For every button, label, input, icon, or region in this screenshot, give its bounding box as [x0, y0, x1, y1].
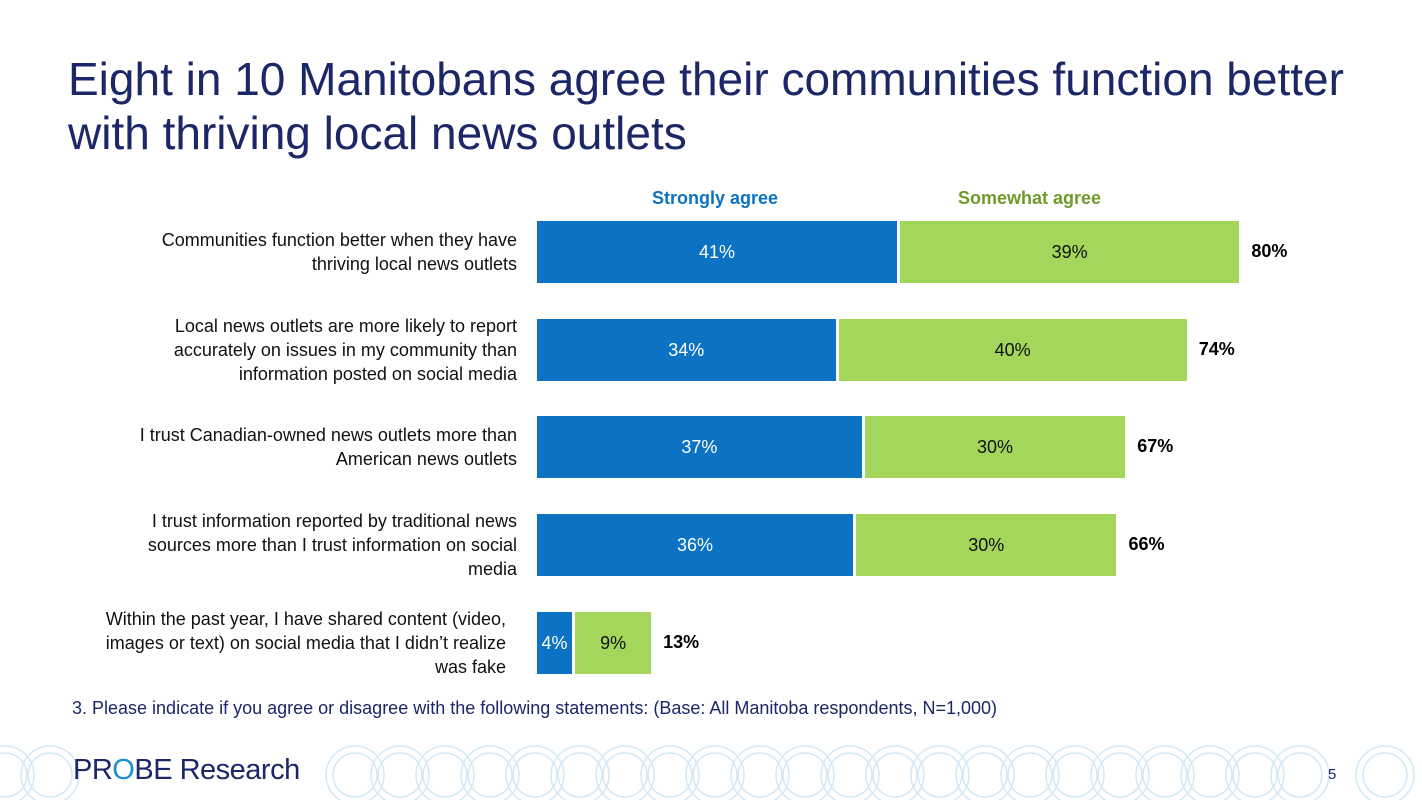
- pattern-circle: [1000, 745, 1060, 800]
- pattern-circle: [1362, 752, 1408, 798]
- pattern-circle: [370, 745, 430, 800]
- pattern-circle: [422, 752, 468, 798]
- data-label: 30%: [977, 436, 1014, 457]
- bar-somewhat-agree: 39%: [899, 221, 1240, 283]
- pattern-circle: [917, 752, 963, 798]
- data-label: 40%: [994, 339, 1031, 360]
- pattern-circle: [647, 752, 693, 798]
- total-label: 66%: [1128, 534, 1165, 554]
- category-label: I trust information reported by traditio…: [147, 511, 517, 579]
- pattern-circle: [1142, 752, 1188, 798]
- pattern-circle: [1270, 745, 1330, 800]
- total-label: 74%: [1198, 339, 1235, 359]
- pattern-circle: [415, 745, 475, 800]
- pattern-circle: [557, 752, 603, 798]
- pattern-circle: [910, 745, 970, 800]
- data-label: 30%: [968, 534, 1005, 555]
- bar-strongly-agree: 41%: [537, 221, 897, 283]
- pattern-circle: [1187, 752, 1233, 798]
- pattern-circle: [640, 745, 700, 800]
- pattern-circle: [512, 752, 558, 798]
- pattern-circle: [730, 745, 790, 800]
- pattern-circle: [602, 752, 648, 798]
- pattern-circle: [955, 745, 1015, 800]
- data-label: 36%: [677, 534, 714, 555]
- pattern-circle: [27, 752, 73, 798]
- data-label: 41%: [698, 241, 735, 262]
- total-label: 80%: [1251, 241, 1288, 261]
- pattern-circle: [1007, 752, 1053, 798]
- pattern-circle: [1052, 752, 1098, 798]
- pattern-circle: [782, 752, 828, 798]
- footnote: 3. Please indicate if you agree or disag…: [72, 698, 998, 718]
- bar-somewhat-agree: 30%: [856, 514, 1117, 576]
- pattern-circle: [0, 752, 28, 798]
- pattern-circle: [1355, 745, 1415, 800]
- pattern-circle: [1232, 752, 1278, 798]
- pattern-circle: [962, 752, 1008, 798]
- pattern-circle: [737, 752, 783, 798]
- pattern-circle: [685, 745, 745, 800]
- pattern-circle: [377, 752, 423, 798]
- pattern-circle: [1180, 745, 1240, 800]
- pattern-circle: [1225, 745, 1285, 800]
- legend-somewhat-agree: Somewhat agree: [958, 188, 1102, 208]
- page-number: 5: [1328, 766, 1337, 783]
- pattern-circle: [505, 745, 565, 800]
- pattern-circle: [332, 752, 378, 798]
- data-label: 4%: [541, 632, 568, 653]
- bar-somewhat-agree: 9%: [575, 612, 652, 674]
- pattern-circle: [550, 745, 610, 800]
- bar-strongly-agree: 36%: [537, 514, 854, 576]
- category-label: I trust Canadian-owned news outlets more…: [139, 425, 517, 469]
- bar-somewhat-agree: 30%: [864, 416, 1126, 478]
- pattern-circle: [872, 752, 918, 798]
- pattern-circle: [595, 745, 655, 800]
- pattern-circle: [1045, 745, 1105, 800]
- probe-research-logo: PROBE Research: [73, 754, 300, 786]
- legend-strongly-agree: Strongly agree: [652, 188, 779, 208]
- pattern-circle: [775, 745, 835, 800]
- data-label: 39%: [1051, 241, 1088, 262]
- pattern-circle: [325, 745, 385, 800]
- pattern-circle: [692, 752, 738, 798]
- pattern-circle: [827, 752, 873, 798]
- pattern-circle: [865, 745, 925, 800]
- category-label: Communities function better when they ha…: [161, 230, 517, 274]
- pattern-circle: [467, 752, 513, 798]
- pattern-circle: [20, 745, 80, 800]
- bar-strongly-agree: 37%: [537, 416, 862, 478]
- data-label: 34%: [668, 339, 705, 360]
- pattern-circle: [1135, 745, 1195, 800]
- bar-somewhat-agree: 40%: [838, 319, 1187, 381]
- pattern-circle: [1090, 745, 1150, 800]
- bar-strongly-agree: 34%: [537, 319, 836, 381]
- data-label: 9%: [600, 632, 627, 653]
- pattern-circle: [1097, 752, 1143, 798]
- page-title: Eight in 10 Manitobans agree their commu…: [68, 53, 1344, 159]
- category-label: Within the past year, I have shared cont…: [105, 609, 506, 677]
- data-label: 37%: [681, 436, 718, 457]
- category-label: Local news outlets are more likely to re…: [173, 316, 517, 384]
- background-circle-pattern: [0, 745, 1415, 800]
- pattern-circle: [0, 745, 35, 800]
- total-label: 13%: [663, 632, 700, 652]
- pattern-circle: [820, 745, 880, 800]
- bar-strongly-agree: 4%: [537, 612, 573, 674]
- pattern-circle: [460, 745, 520, 800]
- total-label: 67%: [1137, 436, 1174, 456]
- pattern-circle: [1277, 752, 1323, 798]
